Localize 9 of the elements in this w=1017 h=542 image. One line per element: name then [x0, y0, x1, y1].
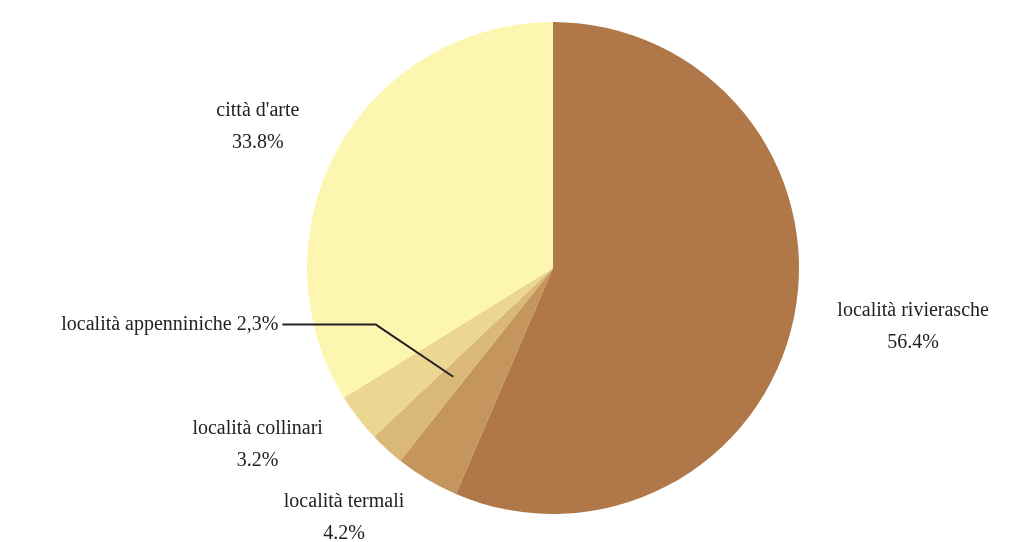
- data-label: 3.2%: [236, 448, 279, 471]
- data-label: 4.2%: [323, 520, 365, 542]
- slice-label: città d'arte: [216, 98, 300, 121]
- slice-label: località termali: [283, 488, 405, 511]
- data-label: 56.4%: [887, 329, 939, 352]
- slice-label: località collinari: [192, 416, 324, 439]
- slice-label: località rivierasche: [837, 297, 990, 320]
- data-label: 33.8%: [232, 130, 284, 153]
- slice-label: località appenniniche 2,3%: [61, 311, 279, 335]
